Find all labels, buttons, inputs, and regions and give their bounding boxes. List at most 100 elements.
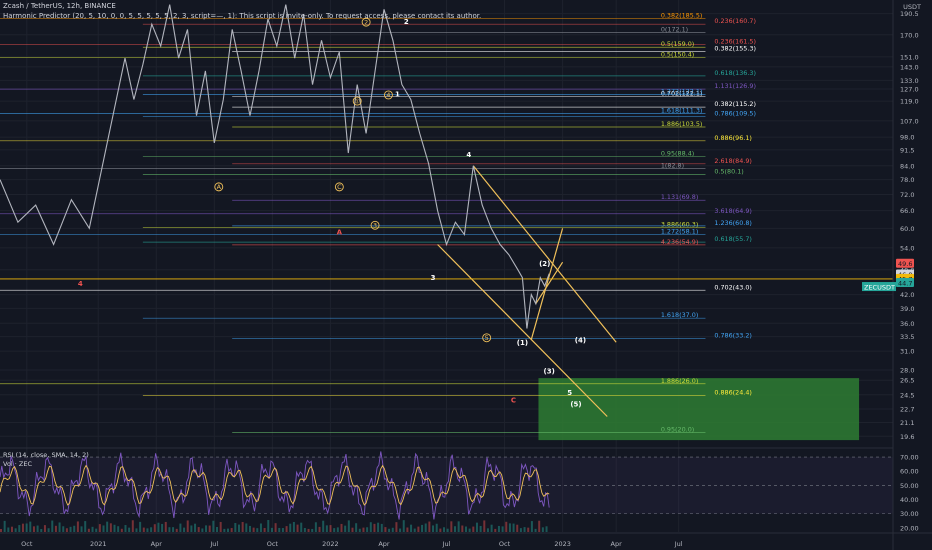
volume-bar: [435, 523, 438, 532]
wave-label: (4): [575, 336, 586, 344]
rsi-label: RSI (14, close, SMA, 14, 2): [3, 451, 89, 459]
volume-bar: [161, 523, 164, 532]
wave-label: C: [511, 397, 516, 405]
time-axis[interactable]: Oct 2021 Apr Jul Oct 2022 Apr Jul Oct 2023 Apr Jul: [0, 532, 932, 548]
time-tick-label: Jul: [209, 540, 218, 548]
rsi-tick-label: 40.00: [900, 496, 919, 504]
price-tick-label: 42.0: [900, 291, 914, 299]
fib-level-label: 0.382(115.2): [714, 100, 756, 108]
fib-level-label: 0.382(155.3): [714, 45, 756, 53]
price-tick-label: 26.5: [900, 377, 914, 385]
volume-bar: [366, 527, 369, 532]
fib-level-label: 1.131(69.8): [661, 193, 699, 201]
volume-bar: [340, 523, 343, 532]
time-tick-label: Jul: [674, 540, 683, 548]
price-tick-label: 24.5: [900, 391, 914, 399]
volume-bar: [245, 523, 248, 532]
indicator-title: Harmonic Predictor (20, 5, 10, 0, 0, 5, …: [3, 12, 482, 20]
circled-wave-marker: [370, 220, 380, 230]
volume-bar: [124, 525, 127, 532]
volume-bar: [391, 527, 394, 532]
price-tick-label: 78.0: [900, 176, 914, 184]
fib-level-label: 1.618(37.0): [661, 311, 699, 319]
fib-level-label: 0.618(55.7): [714, 235, 752, 243]
volume-bar: [153, 524, 156, 532]
volume-bar: [516, 524, 519, 532]
fib-level-label: 1.131(126.9): [714, 82, 756, 90]
price-series-line: [0, 4, 550, 329]
fib-level-label: 0.5(80.1): [714, 168, 743, 176]
volume-bar: [296, 524, 299, 532]
wave-label: A: [337, 229, 343, 237]
volume-bar: [417, 526, 420, 532]
time-tick-label: Apr: [151, 540, 163, 548]
wave-label: 3: [431, 274, 436, 282]
volume-bar: [428, 521, 431, 532]
volume-bar: [406, 527, 409, 532]
time-tick-label: Apr: [378, 540, 390, 548]
volume-bar: [439, 528, 442, 532]
volume-bar: [410, 524, 413, 532]
circled-wave-label: 5: [485, 334, 489, 342]
channel-line: [535, 261, 564, 305]
volume-bar: [475, 522, 478, 532]
fib-level-label: 4.236(54.9): [661, 238, 699, 246]
wave-label: 1: [395, 90, 400, 98]
volume-bar: [388, 528, 391, 532]
symbol-badge[interactable]: [862, 282, 896, 292]
channel-line: [472, 165, 617, 343]
price-tick-label: 107.0: [900, 117, 919, 125]
volume-bar: [454, 526, 457, 532]
volume-bar: [175, 528, 178, 532]
volume-bar: [54, 525, 57, 532]
price-badge-label: 44.7: [898, 280, 912, 288]
fib-level-label: 1.618(111.3): [661, 107, 703, 115]
volume-bar: [230, 528, 233, 532]
volume-bar: [29, 521, 32, 532]
price-tick-label: 28.0: [900, 366, 914, 374]
volume-bar: [432, 525, 435, 532]
volume-bar: [380, 523, 383, 532]
time-tick-label: Oct: [499, 540, 511, 548]
circled-wave-marker: [352, 96, 362, 106]
volume-bar: [10, 526, 13, 532]
volume-bar: [120, 528, 123, 532]
volume-bar: [307, 528, 310, 532]
volume-bar: [289, 523, 292, 532]
volume-bar: [322, 520, 325, 532]
circled-wave-label: 3: [373, 221, 377, 229]
volume-bar: [241, 522, 244, 532]
fib-level-label: 0.702(43.0): [714, 283, 752, 291]
volume-bar: [486, 528, 489, 532]
volume-bar: [128, 527, 131, 532]
time-tick-label: 2023: [554, 540, 571, 548]
volume-bar: [399, 528, 402, 532]
price-tick-label: 31.0: [900, 348, 914, 356]
price-badge-label: 49.6: [898, 260, 912, 268]
target-zone-box: [538, 378, 860, 441]
volume-bar: [377, 522, 380, 532]
volume-bar: [541, 527, 544, 532]
volume-bar: [468, 528, 471, 532]
volume-bar: [87, 528, 90, 532]
wave-label: (3): [544, 367, 555, 375]
fib-level-label: 0.236(161.5): [714, 37, 756, 45]
volume-bar: [355, 523, 358, 532]
volume-bar: [413, 528, 416, 532]
volume-bar: [457, 521, 460, 532]
volume-bar: [65, 528, 68, 532]
volume-bar: [259, 523, 262, 532]
channel-line: [437, 244, 608, 417]
volume-bar: [300, 522, 303, 532]
wave-label: 5: [567, 389, 572, 397]
volume-bar: [98, 524, 101, 532]
fib-level-label: 0.886(96.1): [714, 134, 752, 142]
fib-level-label: 0(172.1): [661, 26, 688, 34]
price-tick-label: 39.0: [900, 305, 914, 313]
volume-bar: [62, 526, 65, 532]
volume-bar: [40, 528, 43, 532]
rsi-tick-label: 50.00: [900, 482, 919, 490]
price-tick-label: 19.6: [900, 433, 914, 441]
